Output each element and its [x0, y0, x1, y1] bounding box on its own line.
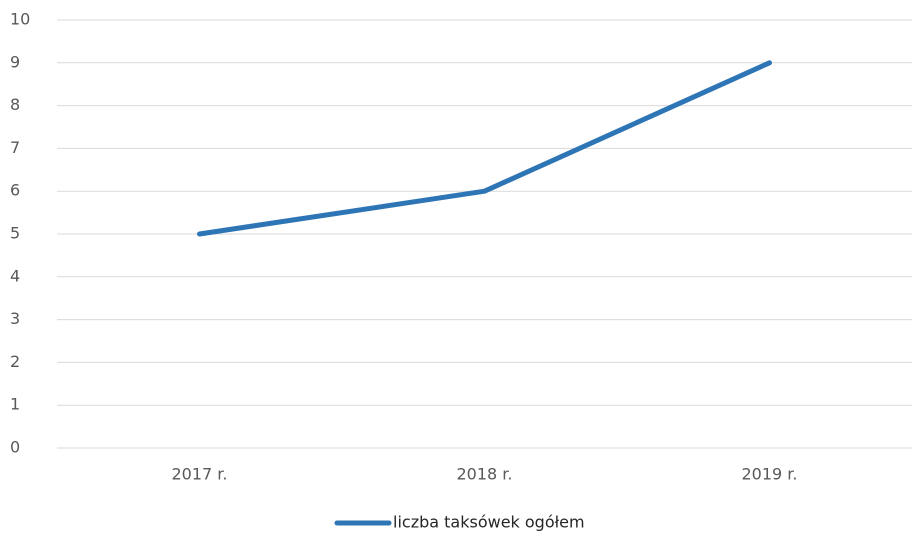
legend-label: liczba taksówek ogółem: [393, 513, 585, 532]
y-tick-label: 7: [10, 138, 20, 157]
x-tick-label: 2017 r.: [172, 465, 228, 484]
y-tick-label: 6: [10, 181, 20, 200]
y-tick-label: 0: [10, 438, 20, 457]
y-tick-label: 8: [10, 95, 20, 114]
y-tick-label: 4: [10, 266, 20, 285]
x-tick-label: 2018 r.: [457, 465, 513, 484]
y-tick-label: 5: [10, 224, 20, 243]
y-tick-label: 1: [10, 395, 20, 414]
y-tick-label: 10: [10, 10, 30, 29]
y-tick-label: 2: [10, 352, 20, 371]
x-tick-label: 2019 r.: [742, 465, 798, 484]
y-tick-label: 3: [10, 309, 20, 328]
y-tick-label: 9: [10, 52, 20, 71]
line-series: [197, 60, 772, 237]
